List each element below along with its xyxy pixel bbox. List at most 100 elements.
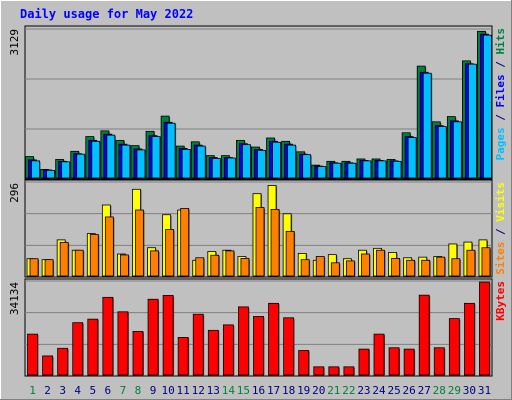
x-tick-label: 22 — [342, 384, 355, 397]
x-tick-label: 23 — [357, 384, 370, 397]
legend-entry: / — [494, 108, 507, 128]
panel-legend: Pages / Files / Hits — [494, 28, 507, 161]
bar-kbytes-day-5 — [87, 318, 99, 376]
legend-entry: KBytes — [494, 281, 507, 321]
panel-legend: Sites / Visits — [494, 182, 507, 275]
bar-pages-day-1 — [31, 160, 40, 179]
bar-pages-day-22 — [347, 162, 357, 179]
x-tick-label: 21 — [327, 384, 340, 397]
y-max-label: 34134 — [8, 282, 21, 315]
bar-pages-day-2 — [46, 169, 55, 179]
bar-pages-day-23 — [362, 160, 372, 179]
bar-pages-day-16 — [257, 149, 266, 179]
bar-kbytes-day-22 — [343, 366, 355, 376]
bar-kbytes-day-31 — [479, 281, 490, 376]
bar-kbytes-day-10 — [162, 295, 174, 376]
chart-title: Daily usage for May 2022 — [20, 7, 193, 21]
bar-pages-day-19 — [302, 154, 312, 179]
bar-pages-day-17 — [272, 141, 281, 179]
bar-kbytes-day-1 — [27, 333, 38, 376]
bar-sites-day-26 — [406, 259, 416, 277]
bar-pages-day-9 — [151, 136, 161, 179]
x-tick-label: 17 — [267, 384, 280, 397]
bar-kbytes-day-3 — [57, 347, 69, 376]
bar-pages-day-7 — [121, 144, 131, 179]
bar-pages-day-15 — [242, 144, 251, 179]
bar-pages-day-11 — [181, 149, 191, 179]
bar-sites-day-8 — [135, 209, 144, 277]
y-max-label: 3129 — [8, 29, 21, 56]
bar-pages-day-10 — [166, 122, 176, 179]
x-tick-label: 19 — [297, 384, 310, 397]
bar-pages-day-13 — [211, 158, 221, 179]
bar-sites-day-9 — [150, 250, 159, 277]
bar-sites-day-16 — [255, 207, 265, 277]
bar-kbytes-day-29 — [448, 318, 460, 376]
bar-pages-day-31 — [483, 34, 492, 179]
bar-sites-day-2 — [44, 259, 54, 277]
bar-sites-day-19 — [300, 259, 310, 277]
bar-kbytes-day-9 — [147, 298, 159, 376]
panel-visits-sites: 296 Sites / Visits — [8, 179, 507, 278]
bar-kbytes-day-23 — [358, 348, 370, 376]
x-tick-label: 12 — [192, 384, 205, 397]
x-tick-label: 14 — [222, 384, 236, 397]
bar-pages-day-24 — [377, 160, 387, 179]
bar-sites-day-24 — [376, 249, 385, 277]
bar-sites-day-21 — [330, 262, 340, 277]
bar-kbytes-day-4 — [72, 322, 84, 376]
bar-kbytes-day-20 — [313, 366, 325, 376]
x-tick-label: 10 — [161, 384, 174, 397]
x-tick-label: 31 — [478, 384, 491, 397]
bar-sites-day-20 — [315, 256, 325, 277]
x-tick-label: 5 — [89, 384, 96, 397]
x-tick-label: 26 — [403, 384, 416, 397]
panel-hits-files-pages: 3129 Pages / Files / Hits — [8, 25, 507, 180]
x-tick-label: 1 — [29, 384, 36, 397]
bar-pages-day-30 — [468, 63, 477, 179]
bar-pages-day-3 — [61, 161, 71, 179]
bar-kbytes-day-28 — [433, 347, 445, 376]
bar-pages-day-18 — [287, 144, 297, 179]
legend-entry: Hits — [494, 28, 507, 55]
bar-sites-day-3 — [59, 241, 69, 277]
bar-kbytes-day-19 — [298, 350, 310, 376]
y-max-label: 296 — [8, 183, 21, 203]
legend-entry: / — [494, 222, 507, 242]
bar-kbytes-day-7 — [117, 311, 129, 376]
bar-kbytes-day-6 — [102, 296, 114, 376]
x-tick-label: 4 — [74, 384, 81, 397]
x-tick-label: 16 — [252, 384, 265, 397]
legend-entry: Pages — [494, 127, 507, 160]
bar-sites-day-12 — [195, 257, 205, 277]
bar-sites-day-1 — [29, 258, 39, 277]
x-tick-label: 9 — [150, 384, 157, 397]
bar-sites-day-27 — [421, 259, 431, 277]
bar-pages-day-26 — [407, 137, 417, 179]
bar-kbytes-day-13 — [207, 329, 219, 376]
bar-kbytes-day-12 — [192, 313, 204, 376]
legend-entry: / — [494, 55, 507, 75]
x-tick-label: 24 — [372, 384, 386, 397]
bar-pages-day-27 — [422, 72, 432, 179]
bar-pages-day-6 — [106, 134, 116, 179]
bar-kbytes-day-16 — [253, 316, 264, 376]
bar-kbytes-day-30 — [464, 302, 475, 376]
x-tick-label: 3 — [59, 384, 66, 397]
bar-sites-day-6 — [104, 216, 114, 277]
x-tick-label: 18 — [282, 384, 295, 397]
bar-sites-day-29 — [451, 258, 461, 277]
x-tick-label: 30 — [463, 384, 476, 397]
bar-kbytes-day-11 — [177, 337, 189, 376]
x-tick-label: 2 — [44, 384, 51, 397]
x-tick-label: 13 — [207, 384, 220, 397]
x-tick-label: 8 — [135, 384, 142, 397]
bar-kbytes-day-25 — [388, 347, 400, 376]
bar-sites-day-28 — [436, 256, 446, 277]
bar-pages-day-20 — [317, 166, 327, 179]
bar-pages-day-14 — [226, 157, 236, 179]
bar-sites-day-15 — [240, 258, 250, 277]
bar-pages-day-8 — [136, 149, 146, 179]
bar-sites-day-13 — [210, 254, 220, 277]
bar-kbytes-day-8 — [132, 331, 144, 376]
